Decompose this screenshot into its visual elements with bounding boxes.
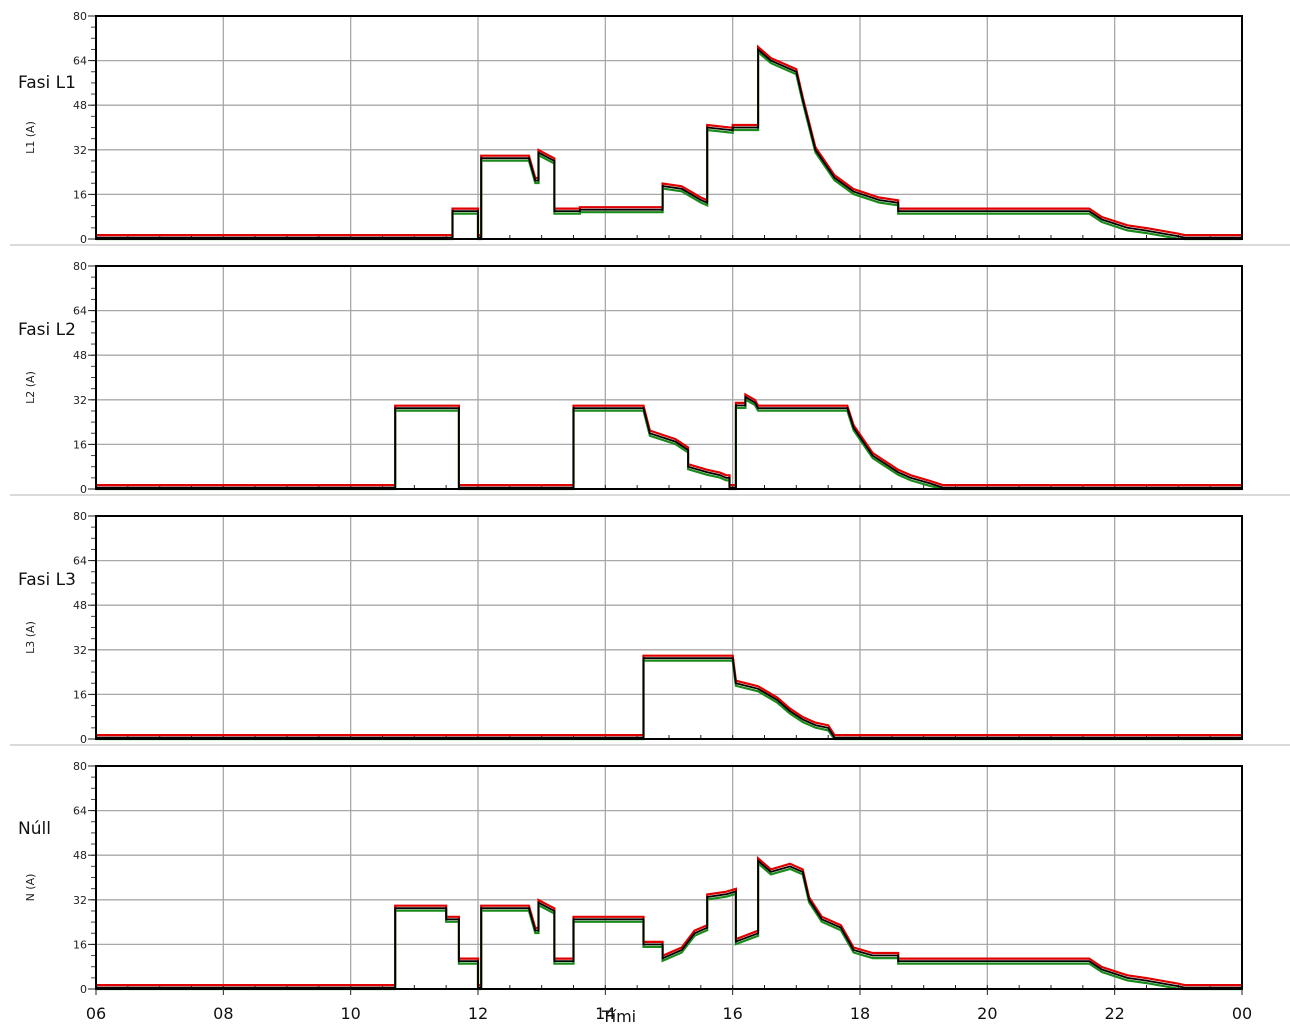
panel-2-ylabel: L2 (A)	[24, 371, 37, 404]
panel-4-trace-red	[96, 855, 1242, 987]
x-tick-label: 10	[340, 1004, 360, 1023]
panel-1-ytick-label: 0	[80, 233, 87, 246]
panel-3-ytick-label: 80	[73, 510, 87, 523]
x-tick-label: 18	[850, 1004, 870, 1023]
panel-1-title: Fasi L1	[18, 73, 76, 93]
x-tick-label: 08	[213, 1004, 233, 1023]
panel-3-title: Fasi L3	[18, 570, 76, 590]
panel-4-ytick-label: 64	[73, 805, 87, 818]
x-tick-label: 16	[722, 1004, 742, 1023]
panel-4-ytick-label: 16	[73, 938, 87, 951]
panel-3-trace-red	[96, 654, 1242, 737]
panel-2-ytick-label: 16	[73, 438, 87, 451]
panel-1-trace-black	[96, 47, 1242, 239]
panel-2-frame	[95, 265, 1243, 490]
x-tick-label: 12	[468, 1004, 488, 1023]
panel-1-ylabel: L1 (A)	[24, 121, 37, 154]
panel-4-title: Núll	[18, 819, 51, 839]
panel-2-ytick-label: 0	[80, 483, 87, 496]
panel-3-ylabel: L3 (A)	[24, 621, 37, 654]
panel-4-ylabel: N (A)	[24, 874, 37, 902]
panel-1-frame	[95, 15, 1243, 240]
panel-2-ytick-label: 80	[73, 260, 87, 273]
panel-3-ytick-label: 48	[73, 599, 87, 612]
panel-1-ytick-label: 32	[73, 144, 87, 157]
panel-1-ytick-label: 80	[73, 10, 87, 23]
panel-4-ytick-label: 80	[73, 760, 87, 773]
panel-3-ytick-label: 32	[73, 644, 87, 657]
panel-2-ytick-label: 32	[73, 394, 87, 407]
panel-1-ytick-label: 16	[73, 188, 87, 201]
panel-3-ytick-label: 16	[73, 688, 87, 701]
x-axis-label: Tími	[601, 1007, 636, 1026]
panel-3-frame	[95, 515, 1243, 740]
panel-3-trace-black	[96, 657, 1242, 739]
x-tick-label: 22	[1104, 1004, 1124, 1023]
panel-2-trace-black	[96, 395, 1242, 489]
panel-1-trace-red	[96, 44, 1242, 237]
panel-3-ytick-label: 0	[80, 733, 87, 746]
x-tick-label: 06	[86, 1004, 106, 1023]
panel-3-trace-green	[96, 659, 1242, 741]
panel-3-ytick-label: 64	[73, 555, 87, 568]
panel-4-ytick-label: 0	[80, 983, 87, 996]
x-tick-label: 14	[595, 1004, 615, 1023]
panel-1-ytick-label: 64	[73, 55, 87, 68]
x-tick-label: 20	[977, 1004, 997, 1023]
panel-1-trace-green	[96, 49, 1242, 241]
x-tick-label: 00	[1232, 1004, 1252, 1023]
panel-4-ytick-label: 48	[73, 849, 87, 862]
panel-4-trace-green	[96, 860, 1242, 991]
panel-2-ytick-label: 48	[73, 349, 87, 362]
panel-2-ytick-label: 64	[73, 305, 87, 318]
panel-4-trace-black	[96, 858, 1242, 989]
panel-1-ytick-label: 48	[73, 99, 87, 112]
panel-4-frame	[95, 765, 1243, 990]
panel-4-ytick-label: 32	[73, 894, 87, 907]
panel-2-title: Fasi L2	[18, 320, 76, 340]
